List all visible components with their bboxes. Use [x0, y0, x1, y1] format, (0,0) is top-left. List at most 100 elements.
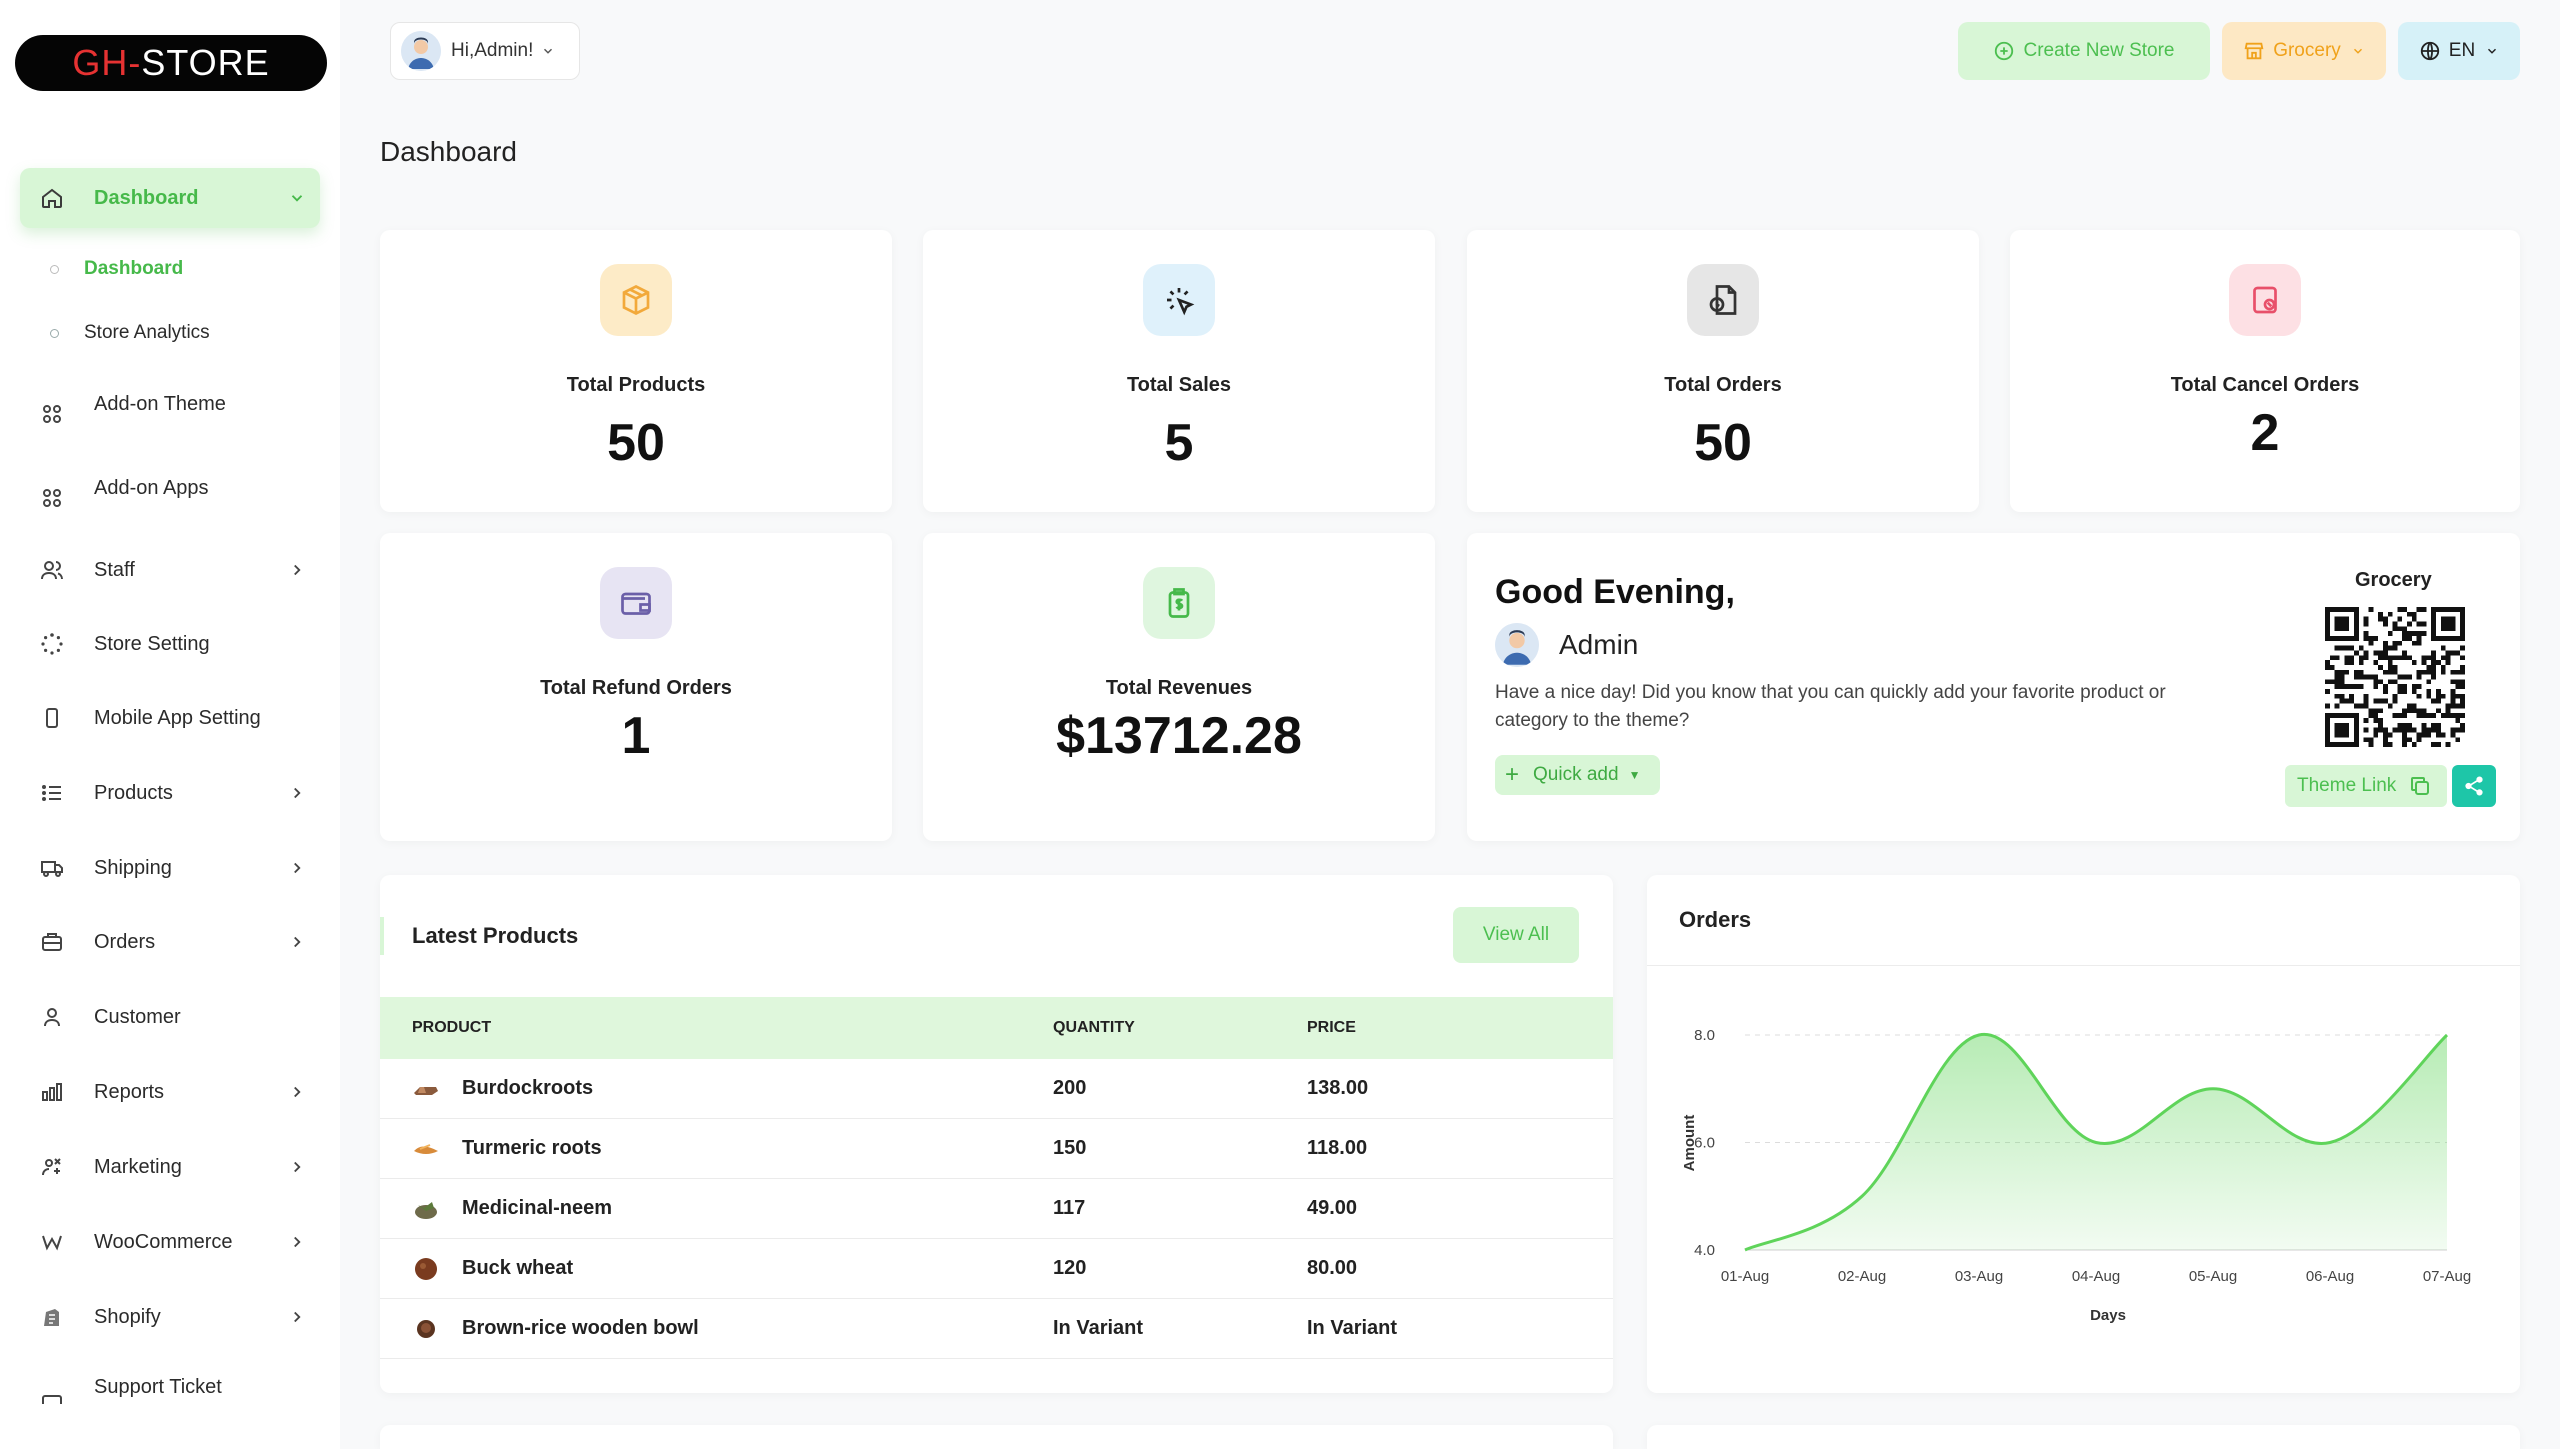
bar-chart-icon	[42, 1083, 62, 1101]
plus-circle-icon	[1995, 41, 2014, 61]
quick-add-button[interactable]: + Quick add ▼	[1495, 755, 1660, 795]
logo[interactable]: GH- STORE	[15, 35, 327, 91]
product-thumbnail	[415, 1201, 437, 1219]
sidebar-item-shipping[interactable]: Shipping	[20, 838, 320, 898]
stat-card-total-cancel-orders: Total Cancel Orders 2	[2010, 230, 2520, 512]
series-line	[1744, 1033, 2449, 1252]
sidebar-item-woocommerce[interactable]: WooCommerce	[20, 1212, 320, 1272]
stat-value: 5	[1164, 414, 1194, 472]
stat-value: $13712.28	[1056, 707, 1302, 765]
sidebar-subitem-store-analytics[interactable]: Store Analytics	[50, 317, 210, 349]
sidebar-item-label: Shipping	[94, 856, 172, 879]
sidebar-item-store-setting[interactable]: Store Setting	[20, 614, 320, 674]
theme-link-button[interactable]: Theme Link	[2285, 765, 2447, 807]
sidebar-item-label: Dashboard	[94, 186, 199, 209]
sidebar-item-shopify[interactable]: Shopify	[20, 1287, 320, 1347]
sidebar-item-mobile-app-setting[interactable]: Mobile App Setting	[20, 688, 320, 748]
chevron-right-icon	[294, 1161, 301, 1173]
sidebar-item-customer[interactable]: Customer	[20, 987, 320, 1047]
avatar	[401, 31, 441, 71]
table-row[interactable]: Buck wheat 120 80.00	[380, 1239, 1613, 1299]
sidebar-item-marketing[interactable]: Marketing	[20, 1137, 320, 1197]
sidebar-item-dashboard[interactable]: Dashboard	[20, 168, 320, 228]
sidebar-item-reports[interactable]: Reports	[20, 1062, 320, 1122]
quick-add-label: Quick add	[1533, 764, 1619, 785]
click-icon	[1143, 264, 1215, 336]
product-cell: Turmeric roots	[380, 1135, 1053, 1163]
divider	[1647, 965, 2520, 966]
sidebar-item-add-on-theme[interactable]: Add-on Theme	[20, 374, 320, 434]
welcome-user: Admin	[1495, 623, 1638, 667]
latest-products-title: Latest Products	[412, 923, 579, 948]
shopify-icon	[44, 1309, 59, 1326]
sidebar-item-label: WooCommerce	[94, 1230, 233, 1253]
stat-value: 50	[1694, 414, 1752, 472]
sidebar-item-label: Shopify	[94, 1305, 161, 1328]
stat-label: Total Products	[566, 374, 706, 396]
latest-products-card: Latest Products View All PRODUCT QUANTIT…	[380, 875, 1613, 1393]
share-button[interactable]	[2452, 765, 2496, 807]
chevron-down-icon	[544, 48, 553, 54]
next-card	[1647, 1425, 2520, 1449]
product-quantity: 117	[1053, 1197, 1086, 1219]
logo-part-1: GH-	[72, 42, 142, 83]
sidebar-item-add-on-apps[interactable]: Add-on Apps	[20, 458, 320, 518]
stat-card-total-orders: Total Orders 50	[1467, 230, 1979, 512]
store-select-dropdown[interactable]: Grocery	[2222, 22, 2386, 80]
table-row[interactable]: Brown-rice wooden bowl In Variant In Var…	[380, 1299, 1613, 1359]
language-dropdown[interactable]: EN	[2398, 22, 2520, 80]
column-header-product: PRODUCT	[412, 1019, 492, 1036]
product-name: Medicinal-neem	[462, 1197, 613, 1219]
stat-label: Total Refund Orders	[540, 677, 732, 699]
logo-part-2: STORE	[141, 42, 270, 83]
orders-chart: 4.0 6.0 8.0 01-Aug 02-Aug 03-Aug 04-Aug 05-Aug 0…	[1681, 1027, 2471, 1324]
grid-icon	[43, 405, 61, 423]
product-thumbnail	[415, 1257, 437, 1280]
sidebar-item-orders[interactable]: Orders	[20, 912, 320, 972]
sidebar-subitem-label: Dashboard	[84, 258, 184, 279]
welcome-message: Have a nice day! Did you know that you c…	[1495, 682, 2166, 731]
ticket-icon	[42, 1395, 62, 1404]
product-name: Burdockroots	[462, 1077, 594, 1099]
stat-card-total-refund-orders: Total Refund Orders 1	[380, 533, 892, 841]
chevron-right-icon	[294, 1311, 301, 1323]
orders-chart-card: Orders 4.0 6.0 8.0 01-Aug 02-Aug 03-Aug 04-Aug…	[1647, 875, 2520, 1393]
table-header: PRODUCT QUANTITY PRICE	[380, 997, 1613, 1059]
next-card	[380, 1425, 1613, 1449]
list-icon	[42, 785, 61, 801]
table-row[interactable]: Medicinal-neem 117 49.00	[380, 1179, 1613, 1239]
create-new-store-button[interactable]: Create New Store	[1958, 22, 2210, 80]
user-menu-button[interactable]: Hi,Admin!	[390, 22, 580, 80]
welcome-card: Good Evening, Admin Have a nice day! Did…	[1467, 533, 2520, 841]
x-tick-label: 07-Aug	[2423, 1268, 2471, 1285]
sidebar-subitem-dashboard[interactable]: Dashboard	[50, 253, 183, 285]
view-all-button[interactable]: View All	[1453, 907, 1579, 963]
chevron-down-icon	[291, 195, 303, 202]
plus-icon: +	[1505, 761, 1520, 788]
sidebar-item-support-ticket[interactable]: Support Ticket	[20, 1364, 320, 1404]
table-row[interactable]: Turmeric roots 150 118.00	[380, 1119, 1613, 1179]
briefcase-icon	[42, 933, 62, 951]
avatar	[1495, 623, 1539, 667]
grid-icon	[43, 489, 61, 507]
product-price: 80.00	[1307, 1257, 1358, 1279]
title-accent	[380, 917, 384, 955]
sidebar: GH- STORE Dashboard Dashboard Store Analy…	[0, 0, 340, 1449]
welcome-name: Admin	[1559, 629, 1639, 660]
revenue-icon	[1143, 567, 1215, 639]
sidebar-item-products[interactable]: Products	[20, 763, 320, 823]
sidebar-item-label: Staff	[94, 558, 135, 581]
sidebar-item-label: Orders	[94, 930, 156, 953]
sidebar-item-label: Support Ticket	[94, 1376, 222, 1398]
table-row[interactable]: Burdockroots 200 138.00	[380, 1059, 1613, 1119]
store-select-label: Grocery	[2273, 40, 2341, 61]
language-label: EN	[2448, 40, 2476, 61]
bullet-icon	[50, 264, 59, 274]
stat-value: 2	[2250, 404, 2280, 462]
sidebar-item-staff[interactable]: Staff	[20, 540, 320, 600]
stat-card-total-sales: Total Sales 5	[923, 230, 1435, 512]
mobile-icon	[46, 708, 58, 728]
users-icon	[41, 561, 63, 580]
product-price: 138.00	[1307, 1077, 1369, 1099]
share-icon	[2465, 776, 2483, 796]
